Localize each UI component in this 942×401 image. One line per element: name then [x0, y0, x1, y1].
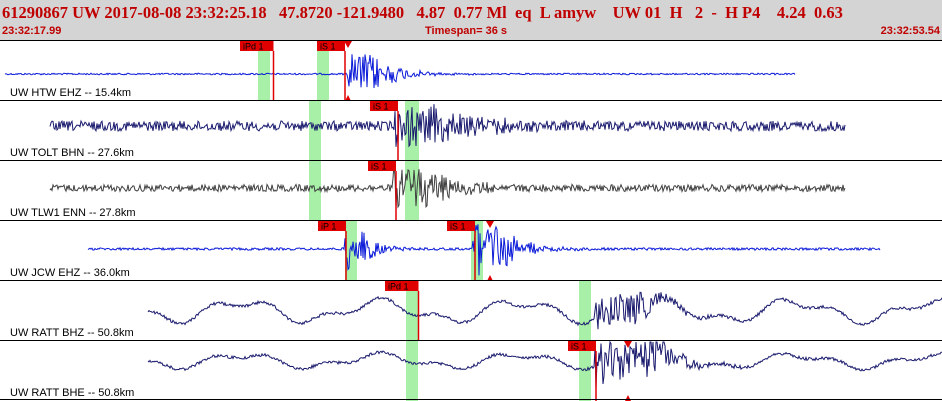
- waveform-trace: [4, 54, 796, 89]
- pick-window: [258, 41, 270, 101]
- station-label: UW RATT BHZ -- 50.8km: [10, 327, 134, 339]
- waveform-trace: [147, 291, 942, 330]
- station-label: UW TLW1 ENN -- 27.8km: [10, 207, 136, 219]
- trace-panel-tlw1[interactable]: iS 1 UW TLW1 ENN -- 27.8km: [0, 160, 942, 221]
- pick-flag[interactable]: [385, 281, 419, 291]
- pick-flag[interactable]: [370, 101, 398, 111]
- waveform-canvas[interactable]: iS 1: [0, 161, 942, 221]
- waveform-canvas[interactable]: iP 1 iS 1: [0, 221, 942, 281]
- pick-flag[interactable]: [447, 221, 475, 231]
- waveform-trace: [49, 163, 846, 209]
- pick-window: [579, 281, 591, 341]
- pick-flag[interactable]: [317, 41, 345, 51]
- pick-flag[interactable]: [240, 41, 274, 51]
- pick-flag-label: iS 1: [373, 102, 389, 112]
- waveform-canvas[interactable]: iS 1: [0, 101, 942, 161]
- pick-flag-label: iPd 1: [388, 282, 409, 292]
- trace-panel-ratt-bhe[interactable]: iS 1 UW RATT BHE -- 50.8km: [0, 340, 942, 401]
- event-header: 61290867 UW 2017-08-08 23:32:25.18 47.87…: [0, 0, 942, 40]
- pick-window: [317, 41, 329, 101]
- pick-arrow-icon[interactable]: [345, 95, 351, 101]
- pick-flag-label: iS 1: [450, 222, 466, 232]
- trace-panel-jcw[interactable]: iP 1 iS 1 UW JCW EHZ -- 36.0km: [0, 220, 942, 281]
- trace-panel-ratt-bhz[interactable]: iPd 1 UW RATT BHZ -- 50.8km: [0, 280, 942, 341]
- timespan-label: Timespan= 36 s: [425, 25, 508, 37]
- event-summary-line: 61290867 UW 2017-08-08 23:32:25.18 47.87…: [2, 3, 843, 22]
- station-label: UW JCW EHZ -- 36.0km: [10, 267, 130, 279]
- pick-window: [579, 341, 591, 401]
- waveform-canvas[interactable]: iPd 1: [0, 281, 942, 341]
- pick-arrow-icon[interactable]: [344, 41, 352, 48]
- waveform-canvas[interactable]: iPd 1 iS 1: [0, 41, 942, 101]
- pick-arrow-icon[interactable]: [486, 221, 494, 228]
- end-time: 23:32:53.54: [880, 25, 940, 37]
- waveform-trace: [49, 104, 846, 148]
- trace-panel-tolt[interactable]: iS 1 UW TOLT BHN -- 27.6km: [0, 100, 942, 161]
- pick-flag-label: iS 1: [320, 42, 336, 52]
- station-label: UW TOLT BHN -- 27.6km: [10, 147, 134, 159]
- waveform-trace: [147, 341, 942, 389]
- pick-flag-label: iS 1: [571, 342, 587, 352]
- pick-arrow-icon[interactable]: [624, 341, 632, 348]
- pick-window: [309, 101, 321, 161]
- start-time: 23:32:17.99: [2, 25, 62, 37]
- pick-flag[interactable]: [368, 161, 396, 171]
- trace-panel-htw[interactable]: iPd 1 iS 1 UW HTW EHZ -- 15.4km: [0, 40, 942, 101]
- station-label: UW RATT BHE -- 50.8km: [10, 387, 135, 399]
- pick-arrow-icon[interactable]: [487, 275, 493, 281]
- pick-window: [406, 281, 418, 341]
- waveform-canvas[interactable]: iS 1: [0, 341, 942, 401]
- pick-window: [406, 341, 418, 401]
- waveform-trace: [87, 224, 881, 276]
- pick-flag[interactable]: [568, 341, 596, 351]
- station-label: UW HTW EHZ -- 15.4km: [10, 87, 131, 99]
- pick-flag-label: iPd 1: [243, 42, 264, 52]
- pick-arrow-icon[interactable]: [625, 395, 631, 401]
- pick-flag[interactable]: [318, 221, 346, 231]
- pick-flag-label: iS 1: [371, 162, 387, 172]
- pick-flag-label: iP 1: [321, 222, 336, 232]
